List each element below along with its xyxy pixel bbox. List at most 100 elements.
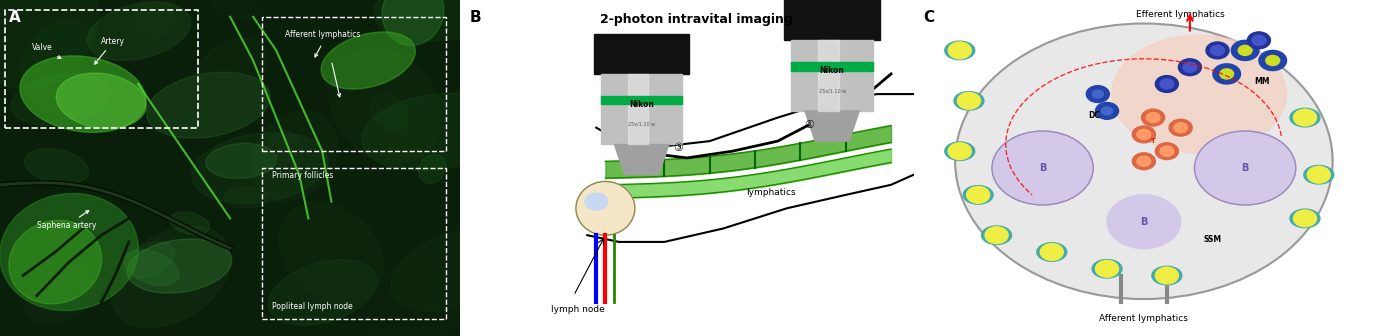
Bar [628, 74, 649, 144]
Ellipse shape [0, 194, 139, 310]
Ellipse shape [322, 32, 415, 89]
Circle shape [1183, 62, 1197, 72]
Circle shape [1307, 166, 1330, 183]
Circle shape [1102, 107, 1113, 115]
Ellipse shape [348, 1, 425, 82]
Circle shape [1087, 86, 1109, 102]
Circle shape [1173, 123, 1187, 133]
Circle shape [958, 92, 981, 109]
Text: lymphatics: lymphatics [746, 188, 796, 197]
Text: A: A [10, 10, 21, 25]
Circle shape [1252, 35, 1265, 45]
Ellipse shape [1037, 243, 1066, 261]
Ellipse shape [954, 92, 984, 110]
Text: Afferent lymphatics: Afferent lymphatics [1099, 313, 1189, 323]
Circle shape [1160, 146, 1173, 156]
Ellipse shape [955, 24, 1333, 299]
Circle shape [1265, 55, 1279, 66]
Circle shape [1156, 143, 1179, 160]
Ellipse shape [430, 33, 478, 84]
Circle shape [967, 186, 989, 203]
Circle shape [1095, 260, 1118, 277]
Circle shape [1179, 59, 1201, 76]
Ellipse shape [52, 56, 180, 132]
Polygon shape [614, 144, 669, 175]
Ellipse shape [945, 41, 974, 60]
Ellipse shape [1112, 35, 1286, 153]
Ellipse shape [170, 154, 242, 196]
Ellipse shape [21, 263, 55, 280]
Circle shape [1206, 42, 1228, 59]
Ellipse shape [19, 56, 146, 132]
Ellipse shape [0, 146, 52, 195]
Ellipse shape [1194, 131, 1296, 205]
Ellipse shape [69, 193, 100, 223]
Bar [600, 74, 683, 144]
Text: B: B [1242, 163, 1249, 173]
Polygon shape [805, 111, 859, 141]
Text: Primary follicles: Primary follicles [272, 171, 333, 180]
Ellipse shape [228, 0, 342, 96]
Bar [262, 168, 447, 319]
Ellipse shape [71, 82, 157, 148]
Ellipse shape [114, 245, 207, 296]
Circle shape [1220, 69, 1234, 79]
Circle shape [1156, 76, 1179, 92]
Circle shape [948, 42, 971, 59]
Text: C: C [923, 10, 934, 25]
Ellipse shape [364, 63, 431, 111]
Bar [4, 10, 198, 128]
Text: MM: MM [1254, 77, 1270, 86]
Circle shape [1136, 129, 1151, 139]
Ellipse shape [945, 142, 974, 161]
Bar [600, 96, 683, 104]
Ellipse shape [268, 0, 304, 28]
Ellipse shape [8, 220, 102, 304]
Ellipse shape [118, 59, 250, 169]
Bar [785, 0, 879, 40]
Ellipse shape [166, 181, 316, 255]
Ellipse shape [1107, 195, 1180, 249]
Circle shape [1238, 45, 1252, 55]
Circle shape [1146, 113, 1160, 123]
Ellipse shape [981, 226, 1011, 245]
Ellipse shape [387, 243, 506, 331]
Ellipse shape [205, 219, 295, 294]
Circle shape [1156, 267, 1179, 284]
Ellipse shape [221, 83, 365, 187]
Circle shape [1248, 32, 1271, 49]
Bar [791, 62, 872, 71]
Circle shape [1231, 40, 1259, 60]
Circle shape [1040, 244, 1063, 260]
Circle shape [1160, 79, 1173, 89]
Circle shape [1259, 50, 1286, 71]
Circle shape [1293, 210, 1316, 227]
Bar [262, 17, 447, 151]
Bar [594, 34, 690, 74]
Ellipse shape [576, 181, 635, 235]
Text: 25x/1.10 w: 25x/1.10 w [819, 88, 845, 93]
Ellipse shape [370, 104, 473, 197]
Text: Popliteal lymph node: Popliteal lymph node [272, 302, 352, 311]
Text: Artery: Artery [95, 37, 125, 64]
Circle shape [1210, 45, 1224, 55]
Circle shape [1136, 156, 1151, 166]
Ellipse shape [1092, 259, 1123, 278]
Bar [791, 40, 872, 111]
Ellipse shape [3, 74, 109, 136]
Ellipse shape [357, 26, 401, 50]
Ellipse shape [69, 213, 128, 273]
Circle shape [1132, 126, 1156, 143]
Ellipse shape [955, 24, 1333, 299]
Text: ①: ① [804, 120, 815, 130]
Circle shape [985, 227, 1009, 244]
Circle shape [1142, 109, 1165, 126]
Text: B: B [1140, 217, 1147, 227]
Text: 2-photon intravital imaging: 2-photon intravital imaging [599, 13, 793, 27]
Circle shape [1095, 102, 1118, 119]
Text: Valve: Valve [32, 43, 60, 58]
Circle shape [1293, 109, 1316, 126]
Ellipse shape [585, 193, 607, 210]
Text: Afferent lymphatics: Afferent lymphatics [286, 30, 361, 39]
Circle shape [948, 143, 971, 160]
